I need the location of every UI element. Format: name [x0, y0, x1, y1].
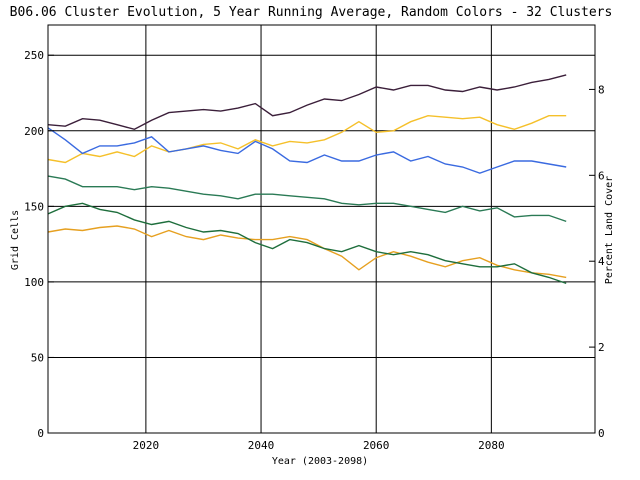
- x-tick-label: 2040: [248, 439, 275, 452]
- y-tick-label: 150: [24, 200, 44, 213]
- y-tick-label: 200: [24, 125, 44, 138]
- y-tick-label: 100: [24, 276, 44, 289]
- series-group: [47, 74, 567, 285]
- ticks: 0 50 100 150 200 250 2020 2040 2060 2080 0 2 4 6 8: [24, 49, 605, 452]
- x-tick-label: 2020: [133, 439, 160, 452]
- series-line-1: [47, 74, 567, 131]
- y2-tick-label: 8: [598, 83, 605, 96]
- series-line-5: [47, 225, 567, 279]
- x-tick-label: 2060: [363, 439, 390, 452]
- chart-title: B06.06 Cluster Evolution, 5 Year Running…: [10, 5, 613, 20]
- series-line-2: [47, 114, 567, 164]
- y-tick-label: 50: [31, 351, 44, 364]
- y2-axis-label: Percent Land Cover: [604, 176, 615, 284]
- x-axis-label: Year (2003-2098): [272, 456, 368, 467]
- y-tick-label: 0: [37, 427, 44, 440]
- y2-tick-label: 6: [598, 169, 605, 182]
- x-tick-label: 2080: [478, 439, 505, 452]
- grid: [48, 25, 595, 433]
- series-line-6: [47, 202, 567, 285]
- y2-tick-label: 0: [598, 427, 605, 440]
- series-line-3: [47, 127, 567, 174]
- y-tick-label: 250: [24, 49, 44, 62]
- y2-tick-label: 2: [598, 341, 605, 354]
- y2-tick-label: 4: [598, 255, 605, 268]
- series-line-4: [47, 175, 567, 223]
- plot-frame: [47, 24, 596, 434]
- y-axis-label: Grid Cells: [10, 210, 21, 270]
